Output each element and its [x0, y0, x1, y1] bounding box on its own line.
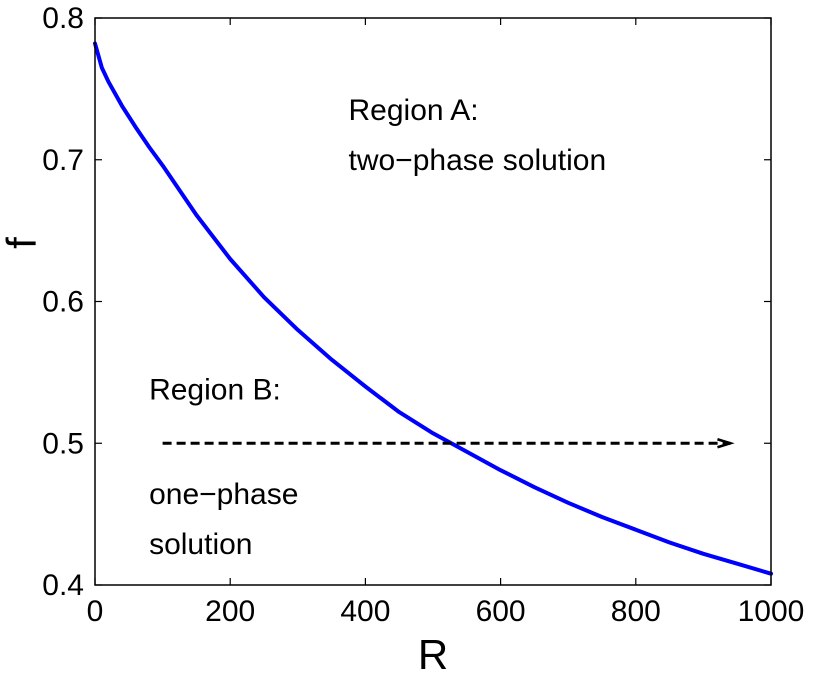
x-tick-label: 200 [205, 595, 255, 628]
x-tick-label: 0 [87, 595, 104, 628]
y-axis-label: f [0, 237, 45, 249]
region-annotation: Region A: two−phase solution [349, 94, 607, 177]
annotation-line: two−phase solution [349, 144, 607, 177]
annotation-line: Region A: [349, 94, 479, 127]
x-tick-label: 800 [611, 595, 661, 628]
series-line [93, 41, 773, 576]
x-tick-label: 1000 [738, 595, 805, 628]
annotation-line: solution [149, 528, 252, 561]
region-annotation: one−phase solution [149, 478, 298, 561]
annotation-line: one−phase [149, 478, 298, 511]
y-tick-label: 0.6 [42, 286, 84, 319]
plot-area [95, 18, 771, 585]
arrow-head [717, 438, 735, 449]
annotation-line: Region B: [149, 373, 281, 406]
x-tick-label: 400 [340, 595, 390, 628]
region-annotation: Region B: [149, 373, 281, 406]
y-tick-label: 0.4 [42, 569, 84, 602]
x-axis-label: R [418, 631, 448, 675]
y-tick-label: 0.7 [42, 144, 84, 177]
x-tick-label: 600 [476, 595, 526, 628]
y-tick-label: 0.5 [42, 427, 84, 460]
y-tick-label: 0.8 [42, 2, 84, 35]
